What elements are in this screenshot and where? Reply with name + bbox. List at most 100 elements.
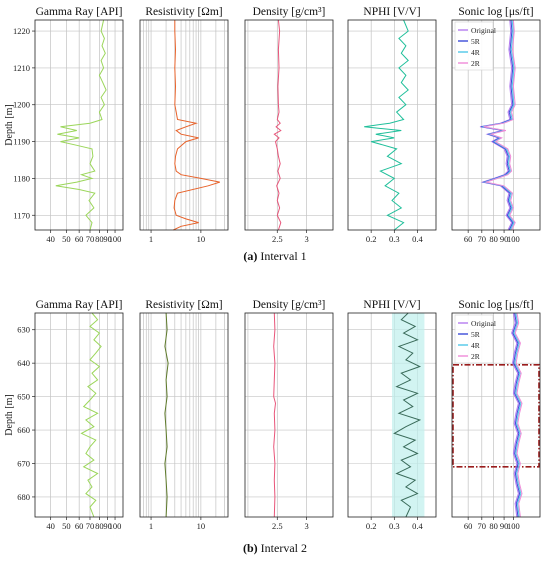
panel-sonic: Original 5R 4R 2R Sonic log [μs/ft] 60 70 80 901… — [451, 6, 541, 244]
x-tick-label: 60 — [75, 234, 84, 244]
panel-title: Resistivity [Ωm] — [145, 299, 222, 311]
caption-text: Interval 1 — [257, 249, 306, 263]
x-tick-label: 80 — [489, 234, 498, 244]
legend-label: Original — [471, 319, 496, 328]
x-tick-label: 50 — [62, 234, 71, 244]
y-tick-label: 1220 — [13, 26, 30, 36]
panel-title: Gamma Ray [API] — [36, 299, 123, 311]
x-tick-label: 3 — [304, 234, 308, 244]
series-Original — [479, 19, 513, 231]
legend-label: Original — [471, 26, 496, 35]
panel-title: Density [g/cm³] — [253, 299, 326, 311]
y-tick-label: 670 — [17, 458, 30, 468]
y-tick-label: 640 — [17, 358, 30, 368]
legend-label: 5R — [471, 37, 480, 46]
x-tick-label: 80 — [95, 521, 104, 531]
panel-frame — [244, 312, 334, 518]
series-2R — [483, 19, 516, 231]
x-tick-label: 1 — [149, 234, 153, 244]
panel-title: Sonic log [μs/ft] — [458, 6, 533, 18]
x-tick-label: 60 — [464, 234, 473, 244]
x-tick-label: 90 — [500, 521, 509, 531]
panel-frame — [139, 312, 229, 518]
legend-label: 4R — [471, 341, 480, 350]
y-axis-label: Depth [m] — [4, 394, 15, 435]
x-tick-label: 0.4 — [412, 234, 423, 244]
panel-frame — [244, 19, 334, 231]
highlight-box — [452, 364, 540, 468]
caption: (a) Interval 1 — [243, 249, 306, 263]
panel-nphi: NPHI [V/V] 0.2 0.3 0.4 — [347, 6, 437, 244]
x-tick-label: 50 — [62, 521, 71, 531]
series-den — [273, 312, 277, 518]
x-tick-label: 0.2 — [366, 521, 377, 531]
x-tick-label: 80 — [489, 521, 498, 531]
x-tick-label: 10 — [197, 234, 206, 244]
y-tick-label: 680 — [17, 492, 30, 502]
panel-title: Resistivity [Ωm] — [145, 6, 222, 18]
x-tick-label: 70 — [86, 234, 95, 244]
panel-frame — [451, 312, 541, 518]
panel-title: Gamma Ray [API] — [36, 6, 123, 18]
x-tick-label: 2.5 — [272, 521, 283, 531]
x-tick-label: 0.3 — [389, 521, 400, 531]
x-tick-label: 0.3 — [389, 234, 400, 244]
caption-letter: (b) — [243, 541, 258, 555]
panel-res: Resistivity [Ωm] 1 10 — [139, 299, 229, 531]
x-tick-label: 90 — [500, 234, 509, 244]
y-axis-label: Depth [m] — [4, 104, 15, 145]
x-tick-label: 60 — [75, 521, 84, 531]
x-tick-label: 3 — [304, 521, 308, 531]
series-nphi — [393, 312, 422, 518]
y-tick-label: 650 — [17, 392, 30, 402]
x-tick-label: 100 — [507, 234, 520, 244]
panel-title: NPHI [V/V] — [363, 6, 420, 18]
series-res — [164, 312, 169, 518]
panel-sonic: Original 5R 4R 2R Sonic log [μs/ft] 60 70 80 901… — [451, 299, 541, 531]
x-tick-label: 2.5 — [272, 234, 283, 244]
series-den — [273, 19, 282, 231]
legend-label: 2R — [471, 59, 480, 68]
panel-frame — [347, 312, 437, 518]
interval-2: Depth [m]Gamma Ray [API]40 50 60 70 80 90100R… — [4, 299, 541, 555]
series-gr — [55, 19, 107, 231]
panel-frame — [139, 19, 229, 231]
y-tick-label: 1190 — [13, 137, 30, 147]
series-5R — [481, 19, 514, 231]
y-tick-label: 1210 — [13, 63, 30, 73]
legend: Original 5R 4R 2R — [454, 314, 496, 364]
y-tick-label: 660 — [17, 425, 30, 435]
series-4R — [482, 19, 515, 231]
x-tick-label: 80 — [95, 234, 104, 244]
panel-title: Sonic log [μs/ft] — [458, 299, 533, 311]
panel-nphi: NPHI [V/V] 0.2 0.3 0.4 — [347, 299, 437, 531]
legend-label: 2R — [471, 352, 480, 361]
x-tick-label: 100 — [109, 521, 122, 531]
x-tick-label: 70 — [478, 521, 487, 531]
nphi-band — [392, 313, 425, 517]
x-tick-label: 10 — [197, 521, 206, 531]
x-tick-label: 90 — [103, 521, 112, 531]
x-tick-label: 40 — [46, 234, 55, 244]
x-tick-label: 70 — [86, 521, 95, 531]
y-tick-label: 1180 — [13, 173, 30, 183]
caption: (b) Interval 2 — [243, 541, 307, 555]
interval-1: Depth [m]Gamma Ray [API]40 50 60 70 80 90100R… — [4, 6, 541, 263]
series-Original — [511, 312, 519, 518]
legend-label: 4R — [471, 48, 480, 57]
y-tick-label: 1200 — [13, 100, 30, 110]
panel-den: Density [g/cm³] 2.5 3 — [244, 299, 334, 531]
x-tick-label: 60 — [464, 521, 473, 531]
panel-res: Resistivity [Ωm] 1 10 — [139, 6, 229, 244]
x-tick-label: 1 — [149, 521, 153, 531]
legend-label: 5R — [471, 330, 480, 339]
panel-title: Density [g/cm³] — [253, 6, 326, 18]
x-tick-label: 40 — [46, 521, 55, 531]
series-2R — [514, 312, 523, 518]
series-gr — [80, 312, 102, 518]
y-tick-label: 630 — [17, 325, 30, 335]
series-4R — [513, 312, 522, 518]
x-tick-label: 0.4 — [412, 521, 423, 531]
panel-den: Density [g/cm³] 2.5 3 — [244, 6, 334, 244]
